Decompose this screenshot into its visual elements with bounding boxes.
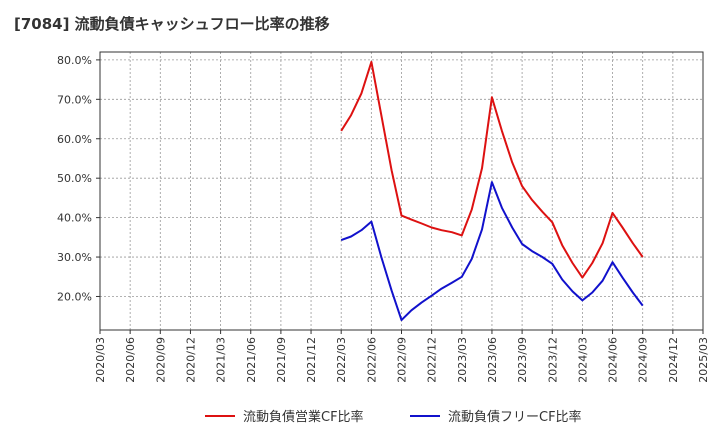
x-tick-label: 2024/09 [637,337,650,383]
series-line-free-cf [340,181,644,322]
x-tick-label: 2024/12 [667,337,680,383]
x-tick-label: 2025/03 [697,337,710,383]
x-tick-label: 2023/09 [516,337,529,383]
x-tick-label: 2023/03 [456,337,469,383]
x-tick-label: 2020/09 [154,337,167,383]
x-tick-label: 2020/12 [184,337,197,383]
x-tick-label: 2022/12 [426,337,439,383]
y-tick-label: 20.0% [57,290,92,303]
y-tick-label: 60.0% [57,133,92,146]
series-line-operating-cf [340,60,644,279]
legend-label: 流動負債フリーCF比率 [448,409,582,425]
x-tick-label: 2021/06 [245,337,258,383]
y-tick-label: 80.0% [57,54,92,67]
x-tick-label: 2021/09 [275,337,288,383]
y-tick-label: 40.0% [57,212,92,225]
y-tick-label: 70.0% [57,93,92,106]
x-tick-label: 2024/03 [576,337,589,383]
x-tick-label: 2023/06 [486,337,499,383]
x-tick-label: 2023/12 [546,337,559,383]
chart-title: [7084] 流動負債キャッシュフロー比率の推移 [14,15,330,33]
x-tick-label: 2021/03 [215,337,228,383]
y-tick-label: 30.0% [57,251,92,264]
x-tick-label: 2021/12 [305,337,318,383]
x-tick-label: 2020/06 [124,337,137,383]
y-tick-label: 50.0% [57,172,92,185]
x-tick-label: 2020/03 [94,337,107,383]
x-tick-label: 2022/09 [396,337,409,383]
legend-label: 流動負債営業CF比率 [243,409,364,425]
x-tick-label: 2022/03 [335,337,348,383]
x-tick-label: 2022/06 [365,337,378,383]
x-tick-label: 2024/06 [607,337,620,383]
